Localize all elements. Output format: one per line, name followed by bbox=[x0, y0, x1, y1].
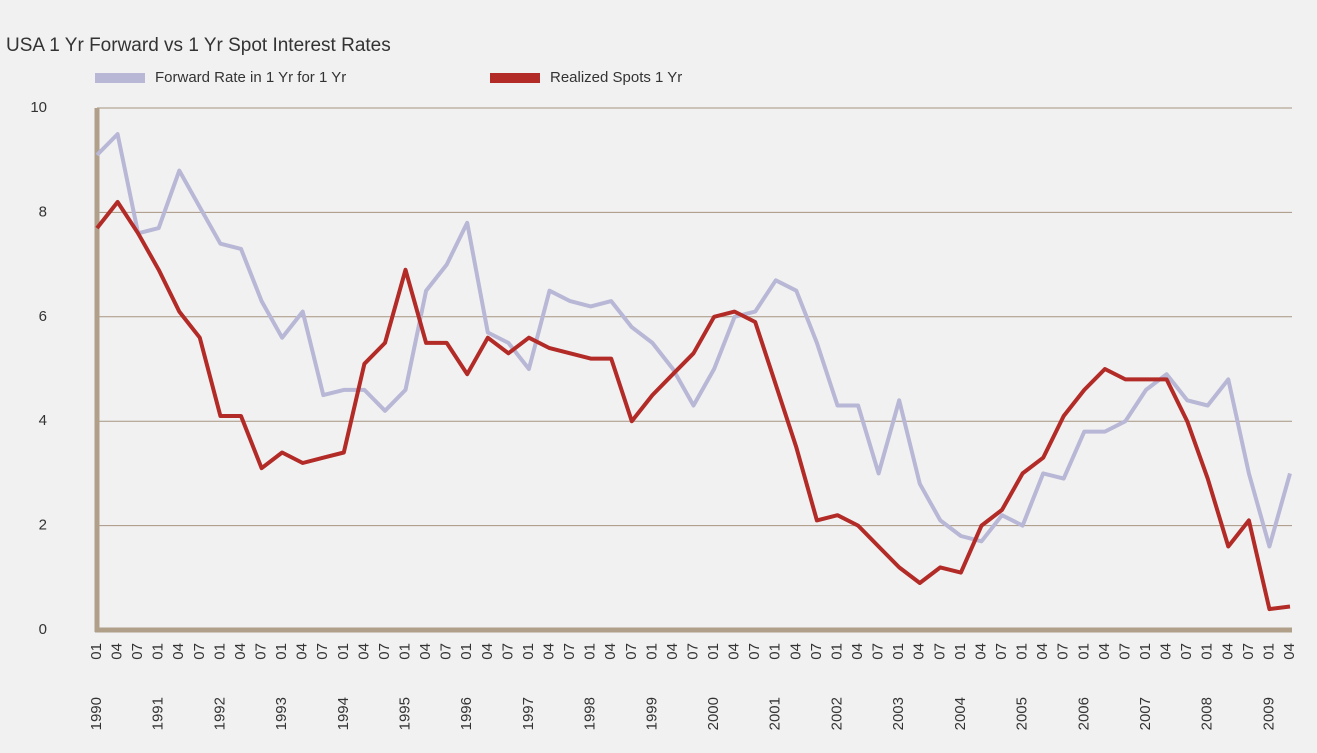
x-group-label: 1995 bbox=[397, 697, 414, 730]
x-group-label: 1991 bbox=[150, 697, 167, 730]
x-tick-label: 01 bbox=[890, 643, 907, 660]
legend-swatch bbox=[490, 73, 540, 83]
x-tick-label: 04 bbox=[294, 643, 311, 660]
x-tick-label: 01 bbox=[1075, 643, 1092, 660]
x-tick-label: 04 bbox=[1281, 643, 1298, 660]
x-tick-label: 04 bbox=[787, 643, 804, 660]
x-tick-label: 04 bbox=[1096, 643, 1113, 660]
x-tick-label: 01 bbox=[828, 643, 845, 660]
y-tick-label: 6 bbox=[39, 308, 47, 325]
legend-swatch bbox=[95, 73, 145, 83]
x-tick-label: 07 bbox=[931, 643, 948, 660]
x-group-label: 2003 bbox=[890, 697, 907, 730]
x-tick-label: 07 bbox=[499, 643, 516, 660]
x-group-label: 1996 bbox=[458, 697, 475, 730]
x-group-label: 2006 bbox=[1075, 697, 1092, 730]
x-tick-label: 01 bbox=[88, 643, 105, 660]
x-tick-label: 01 bbox=[397, 643, 414, 660]
x-tick-label: 01 bbox=[643, 643, 660, 660]
series-line bbox=[95, 132, 1292, 549]
x-tick-label: 04 bbox=[849, 643, 866, 660]
y-tick-label: 2 bbox=[39, 517, 47, 534]
x-group-label: 2001 bbox=[767, 697, 784, 730]
x-tick-label: 04 bbox=[417, 643, 434, 660]
x-group-label: 2000 bbox=[705, 697, 722, 730]
x-tick-label: 04 bbox=[1219, 643, 1236, 660]
x-group-label: 1997 bbox=[520, 697, 537, 730]
x-tick-label: 07 bbox=[376, 643, 393, 660]
x-tick-label: 01 bbox=[1199, 643, 1216, 660]
x-tick-label: 07 bbox=[561, 643, 578, 660]
x-tick-label: 04 bbox=[602, 643, 619, 660]
x-tick-label: 04 bbox=[972, 643, 989, 660]
x-tick-label: 01 bbox=[705, 643, 722, 660]
x-tick-label: 01 bbox=[582, 643, 599, 660]
x-group-label: 1992 bbox=[211, 697, 228, 730]
x-tick-label: 04 bbox=[1034, 643, 1051, 660]
x-tick-label: 07 bbox=[438, 643, 455, 660]
x-tick-label: 01 bbox=[273, 643, 290, 660]
x-group-label: 1999 bbox=[643, 697, 660, 730]
x-tick-label: 04 bbox=[109, 643, 126, 660]
x-tick-label: 04 bbox=[664, 643, 681, 660]
y-tick-label: 10 bbox=[30, 99, 47, 116]
x-group-label: 2002 bbox=[828, 697, 845, 730]
x-tick-label: 07 bbox=[1178, 643, 1195, 660]
x-group-label: 2008 bbox=[1199, 697, 1216, 730]
x-tick-label: 07 bbox=[129, 643, 146, 660]
x-tick-label: 04 bbox=[479, 643, 496, 660]
x-tick-label: 07 bbox=[253, 643, 270, 660]
x-tick-label: 04 bbox=[726, 643, 743, 660]
x-tick-label: 07 bbox=[1055, 643, 1072, 660]
x-tick-label: 01 bbox=[952, 643, 969, 660]
y-tick-label: 4 bbox=[39, 412, 47, 429]
x-tick-label: 01 bbox=[1260, 643, 1277, 660]
x-group-label: 2004 bbox=[952, 697, 969, 730]
legend-label: Forward Rate in 1 Yr for 1 Yr bbox=[155, 69, 346, 86]
x-tick-label: 04 bbox=[1158, 643, 1175, 660]
x-group-label: 1990 bbox=[88, 697, 105, 730]
x-tick-label: 01 bbox=[458, 643, 475, 660]
x-tick-label: 07 bbox=[623, 643, 640, 660]
x-tick-label: 04 bbox=[540, 643, 557, 660]
x-tick-label: 01 bbox=[211, 643, 228, 660]
x-group-label: 2007 bbox=[1137, 697, 1154, 730]
chart-title: USA 1 Yr Forward vs 1 Yr Spot Interest R… bbox=[6, 35, 391, 56]
x-tick-label: 07 bbox=[808, 643, 825, 660]
x-group-label: 1994 bbox=[335, 697, 352, 730]
x-tick-label: 01 bbox=[335, 643, 352, 660]
x-tick-label: 01 bbox=[767, 643, 784, 660]
series-line bbox=[95, 200, 1291, 612]
x-tick-label: 07 bbox=[1116, 643, 1133, 660]
x-group-label: 2009 bbox=[1260, 697, 1277, 730]
x-group-label: 2005 bbox=[1014, 697, 1031, 730]
x-tick-label: 01 bbox=[1014, 643, 1031, 660]
x-tick-label: 04 bbox=[355, 643, 372, 660]
x-group-label: 1993 bbox=[273, 697, 290, 730]
x-tick-label: 07 bbox=[1240, 643, 1257, 660]
y-tick-label: 8 bbox=[39, 203, 47, 220]
x-tick-label: 01 bbox=[1137, 643, 1154, 660]
legend-label: Realized Spots 1 Yr bbox=[550, 69, 682, 86]
x-tick-label: 07 bbox=[684, 643, 701, 660]
x-tick-label: 07 bbox=[993, 643, 1010, 660]
x-tick-label: 01 bbox=[150, 643, 167, 660]
x-tick-label: 04 bbox=[911, 643, 928, 660]
x-tick-label: 04 bbox=[170, 643, 187, 660]
x-tick-label: 07 bbox=[191, 643, 208, 660]
x-group-label: 1998 bbox=[582, 697, 599, 730]
y-tick-label: 0 bbox=[39, 621, 47, 638]
x-tick-label: 07 bbox=[870, 643, 887, 660]
x-tick-label: 07 bbox=[746, 643, 763, 660]
x-tick-label: 01 bbox=[520, 643, 537, 660]
x-tick-label: 07 bbox=[314, 643, 331, 660]
x-tick-label: 04 bbox=[232, 643, 249, 660]
